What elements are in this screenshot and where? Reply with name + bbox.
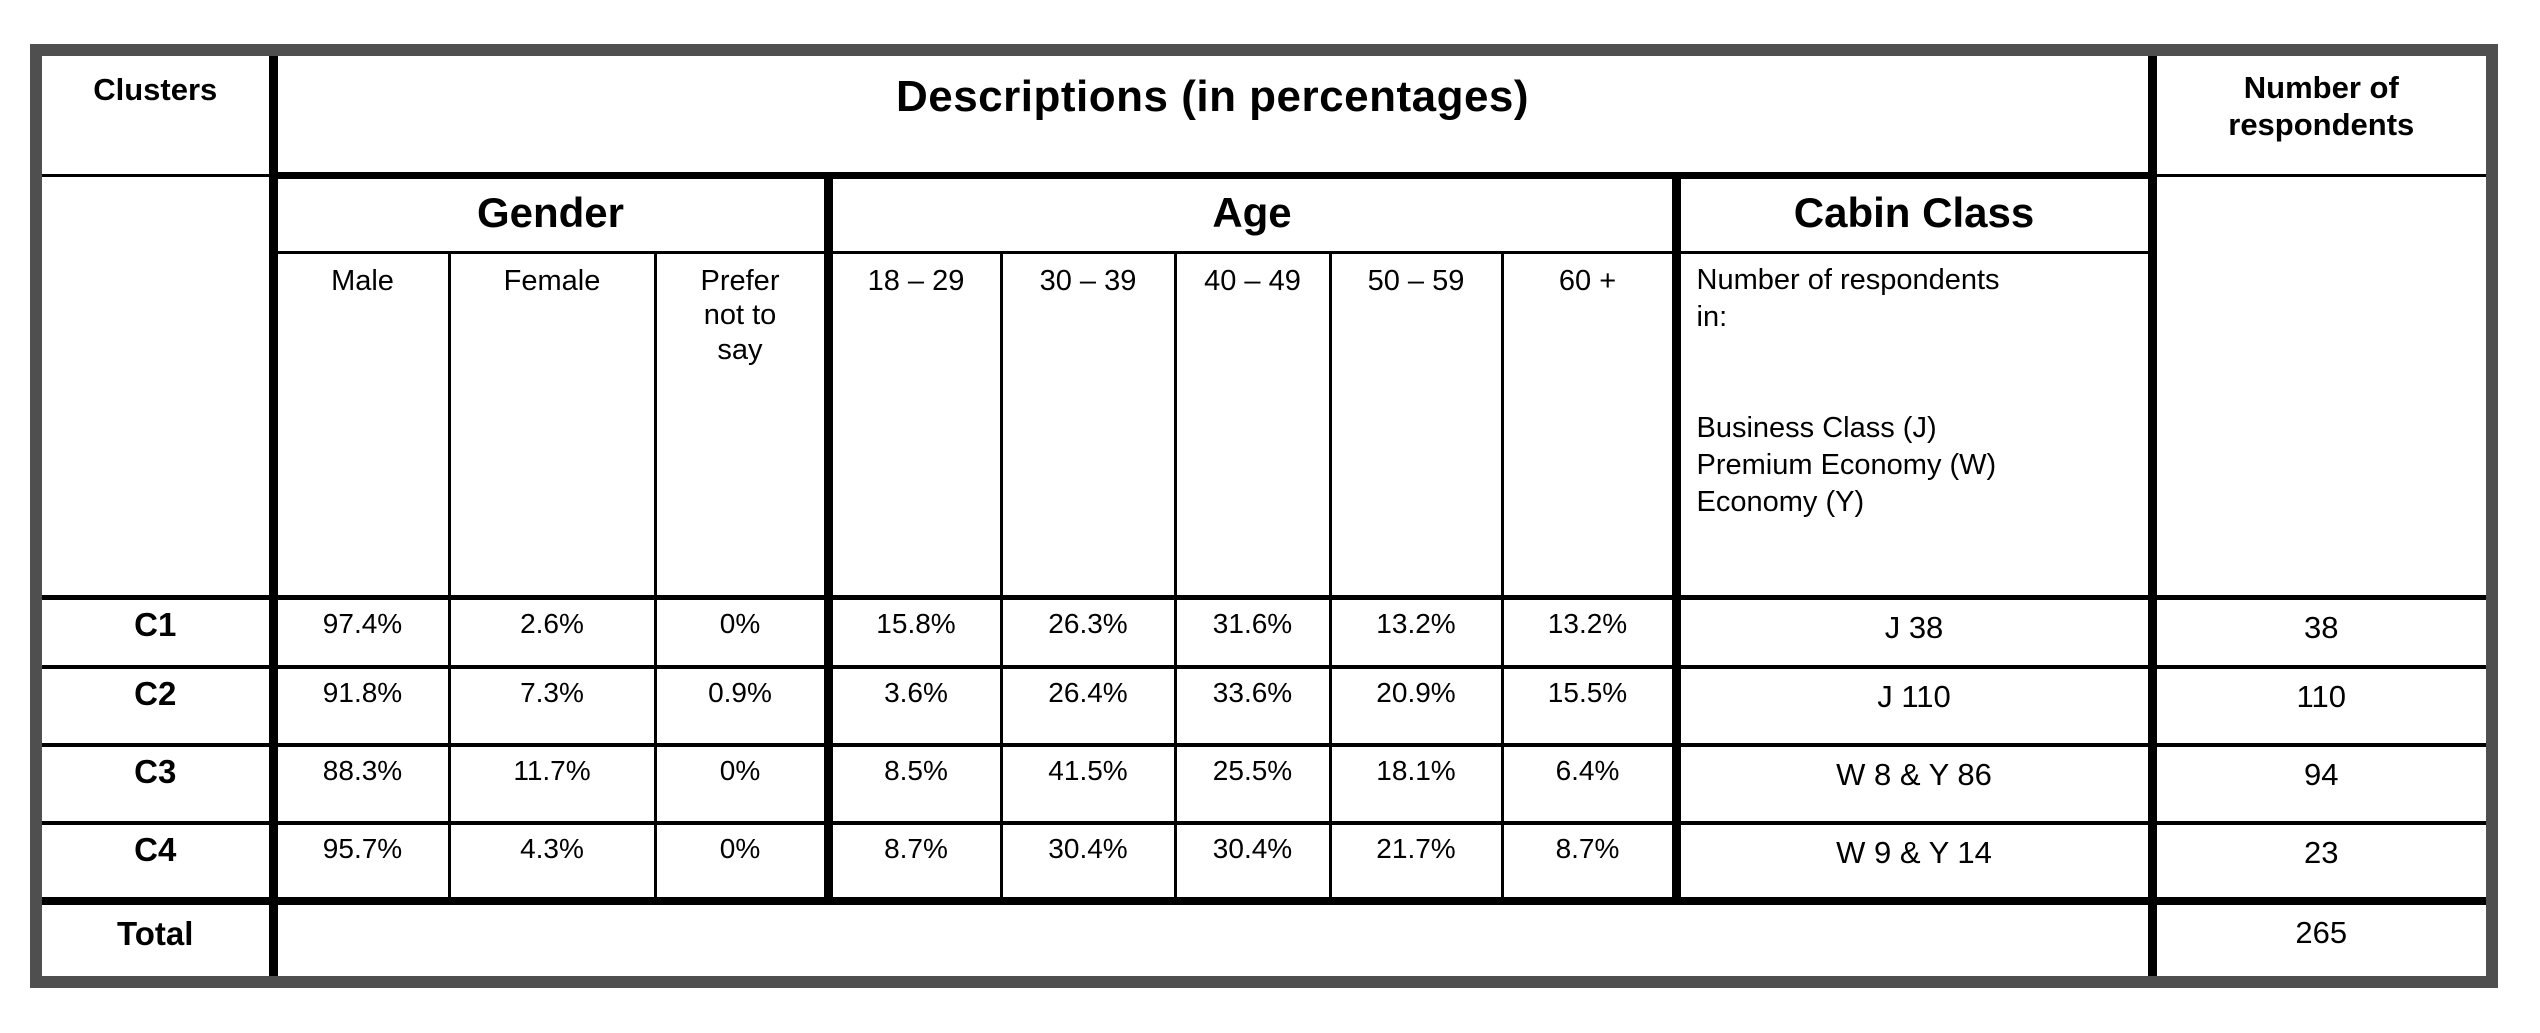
col-header-prefer-not-to-say: Prefer not to say bbox=[653, 250, 833, 600]
cluster-label: C2 bbox=[42, 665, 278, 747]
age-50-59-value: 20.9% bbox=[1328, 665, 1504, 747]
age-50-59-value: 21.7% bbox=[1328, 821, 1504, 903]
male-value: 95.7% bbox=[271, 821, 451, 903]
age-60-plus-value: 8.7% bbox=[1500, 821, 1681, 903]
male-value: 97.4% bbox=[271, 595, 451, 669]
age-30-39-value: 26.4% bbox=[999, 665, 1177, 747]
respondents-spacer-cell bbox=[2150, 173, 2487, 600]
cluster-label: C4 bbox=[42, 821, 278, 903]
table-row: C3 88.3% 11.7% 0% 8.5% 41.5% 25.5% 18.1%… bbox=[42, 743, 2487, 825]
total-respondents-value: 265 bbox=[2150, 897, 2487, 976]
prefer-value: 0% bbox=[653, 821, 833, 903]
gender-group-header: Gender bbox=[271, 173, 833, 254]
age-60-plus-value: 15.5% bbox=[1500, 665, 1681, 747]
cabin-class-group-header: Cabin Class bbox=[1674, 173, 2157, 254]
table-row: C4 95.7% 4.3% 0% 8.7% 30.4% 30.4% 21.7% … bbox=[42, 821, 2487, 903]
col-header-age-50-59: 50 – 59 bbox=[1328, 250, 1504, 600]
col-header-age-30-39: 30 – 39 bbox=[999, 250, 1177, 600]
male-value: 91.8% bbox=[271, 665, 451, 747]
age-30-39-value: 41.5% bbox=[999, 743, 1177, 825]
age-50-59-value: 13.2% bbox=[1328, 595, 1504, 669]
prefer-value: 0% bbox=[653, 743, 833, 825]
prefer-value: 0% bbox=[653, 595, 833, 669]
age-18-29-value: 15.8% bbox=[826, 595, 1003, 669]
clusters-spacer-cell bbox=[42, 173, 278, 600]
age-40-49-value: 30.4% bbox=[1173, 821, 1332, 903]
age-40-49-value: 31.6% bbox=[1173, 595, 1332, 669]
respondents-value: 110 bbox=[2150, 665, 2487, 747]
cabin-class-value: W 9 & Y 14 bbox=[1674, 821, 2157, 903]
col-header-age-60-plus: 60 + bbox=[1500, 250, 1681, 600]
cabin-class-value: J 110 bbox=[1674, 665, 2157, 747]
age-30-39-value: 26.3% bbox=[999, 595, 1177, 669]
col-header-age-40-49: 40 – 49 bbox=[1173, 250, 1332, 600]
respondents-value: 38 bbox=[2150, 595, 2487, 669]
descriptions-header: Descriptions (in percentages) bbox=[271, 56, 2157, 179]
respondents-header: Number of respondents bbox=[2150, 56, 2487, 177]
female-value: 2.6% bbox=[447, 595, 657, 669]
female-value: 11.7% bbox=[447, 743, 657, 825]
age-60-plus-value: 13.2% bbox=[1500, 595, 1681, 669]
cluster-label: C3 bbox=[42, 743, 278, 825]
total-spacer-cell bbox=[271, 897, 2157, 976]
cabin-class-value: J 38 bbox=[1674, 595, 2157, 669]
age-60-plus-value: 6.4% bbox=[1500, 743, 1681, 825]
clusters-table: Clusters Descriptions (in percentages) N… bbox=[42, 56, 2487, 976]
cluster-label: C1 bbox=[42, 595, 278, 669]
age-18-29-value: 8.7% bbox=[826, 821, 1003, 903]
table-frame: Clusters Descriptions (in percentages) N… bbox=[30, 44, 2498, 988]
clusters-header: Clusters bbox=[42, 56, 278, 177]
female-value: 7.3% bbox=[447, 665, 657, 747]
cabin-class-value: W 8 & Y 86 bbox=[1674, 743, 2157, 825]
prefer-value: 0.9% bbox=[653, 665, 833, 747]
age-50-59-value: 18.1% bbox=[1328, 743, 1504, 825]
male-value: 88.3% bbox=[271, 743, 451, 825]
table-row: C1 97.4% 2.6% 0% 15.8% 26.3% 31.6% 13.2%… bbox=[42, 595, 2487, 669]
total-label: Total bbox=[42, 897, 278, 976]
col-header-age-18-29: 18 – 29 bbox=[826, 250, 1003, 600]
col-header-male: Male bbox=[271, 250, 451, 600]
age-18-29-value: 3.6% bbox=[826, 665, 1003, 747]
female-value: 4.3% bbox=[447, 821, 657, 903]
table-row: C2 91.8% 7.3% 0.9% 3.6% 26.4% 33.6% 20.9… bbox=[42, 665, 2487, 747]
age-40-49-value: 25.5% bbox=[1173, 743, 1332, 825]
respondents-value: 23 bbox=[2150, 821, 2487, 903]
age-30-39-value: 30.4% bbox=[999, 821, 1177, 903]
cabin-class-note: Number of respondents in: Business Class… bbox=[1674, 250, 2157, 600]
respondents-value: 94 bbox=[2150, 743, 2487, 825]
age-40-49-value: 33.6% bbox=[1173, 665, 1332, 747]
col-header-female: Female bbox=[447, 250, 657, 600]
age-18-29-value: 8.5% bbox=[826, 743, 1003, 825]
age-group-header: Age bbox=[826, 173, 1681, 254]
